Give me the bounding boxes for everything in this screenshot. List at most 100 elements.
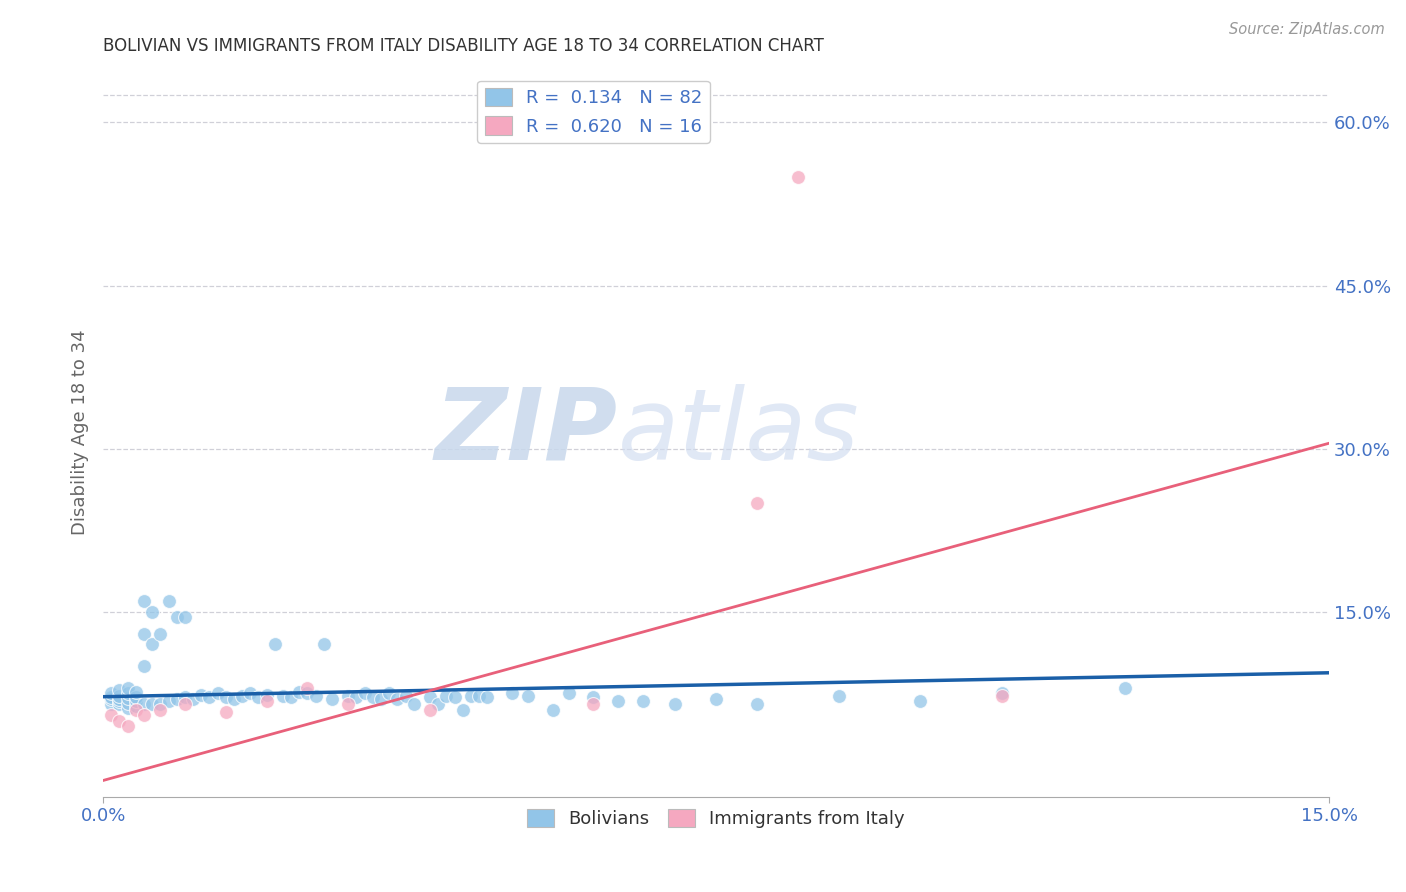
Point	[149, 626, 172, 640]
Point	[271, 689, 294, 703]
Point	[321, 692, 343, 706]
Point	[517, 689, 540, 703]
Point	[297, 681, 319, 695]
Point	[477, 690, 499, 704]
Point	[117, 700, 139, 714]
Point	[419, 690, 441, 704]
Point	[263, 638, 285, 652]
Point	[117, 719, 139, 733]
Point	[100, 698, 122, 712]
Point	[607, 694, 630, 708]
Point	[215, 705, 238, 719]
Point	[312, 638, 335, 652]
Point	[108, 689, 131, 703]
Point	[1114, 681, 1136, 695]
Point	[132, 594, 155, 608]
Point	[468, 689, 491, 703]
Point	[117, 696, 139, 710]
Point	[141, 638, 163, 652]
Point	[132, 708, 155, 723]
Point	[280, 690, 302, 704]
Point	[100, 708, 122, 723]
Point	[166, 692, 188, 706]
Point	[419, 703, 441, 717]
Point	[256, 688, 278, 702]
Point	[173, 690, 195, 704]
Point	[173, 610, 195, 624]
Point	[125, 703, 148, 717]
Text: ZIP: ZIP	[434, 384, 619, 481]
Text: atlas: atlas	[619, 384, 859, 481]
Point	[443, 690, 465, 704]
Point	[387, 692, 409, 706]
Point	[207, 686, 229, 700]
Point	[256, 694, 278, 708]
Point	[117, 681, 139, 695]
Point	[460, 689, 482, 703]
Point	[370, 692, 392, 706]
Point	[434, 689, 457, 703]
Point	[582, 698, 605, 712]
Point	[704, 692, 727, 706]
Point	[427, 698, 450, 712]
Point	[304, 689, 326, 703]
Point	[451, 703, 474, 717]
Point	[141, 698, 163, 712]
Point	[353, 686, 375, 700]
Point	[297, 686, 319, 700]
Point	[125, 685, 148, 699]
Point	[378, 686, 401, 700]
Point	[231, 689, 253, 703]
Point	[100, 690, 122, 704]
Point	[190, 688, 212, 702]
Point	[173, 698, 195, 712]
Point	[117, 690, 139, 705]
Point	[501, 686, 523, 700]
Point	[991, 686, 1014, 700]
Point	[827, 689, 849, 703]
Point	[239, 686, 262, 700]
Point	[247, 690, 270, 704]
Point	[166, 610, 188, 624]
Point	[910, 694, 932, 708]
Point	[100, 692, 122, 706]
Point	[361, 690, 384, 704]
Point	[991, 689, 1014, 703]
Point	[541, 703, 564, 717]
Point	[346, 690, 368, 704]
Point	[149, 703, 172, 717]
Point	[157, 694, 180, 708]
Point	[108, 698, 131, 712]
Y-axis label: Disability Age 18 to 34: Disability Age 18 to 34	[72, 329, 89, 535]
Point	[222, 692, 245, 706]
Point	[337, 689, 360, 703]
Text: Source: ZipAtlas.com: Source: ZipAtlas.com	[1229, 22, 1385, 37]
Point	[582, 690, 605, 704]
Point	[125, 690, 148, 704]
Point	[631, 694, 654, 708]
Point	[157, 594, 180, 608]
Point	[181, 692, 204, 706]
Point	[745, 698, 768, 712]
Point	[337, 698, 360, 712]
Point	[149, 698, 172, 712]
Point	[108, 683, 131, 698]
Point	[132, 626, 155, 640]
Point	[125, 694, 148, 708]
Point	[558, 686, 581, 700]
Point	[198, 690, 221, 704]
Point	[100, 686, 122, 700]
Text: BOLIVIAN VS IMMIGRANTS FROM ITALY DISABILITY AGE 18 TO 34 CORRELATION CHART: BOLIVIAN VS IMMIGRANTS FROM ITALY DISABI…	[103, 37, 824, 55]
Point	[108, 692, 131, 706]
Point	[745, 496, 768, 510]
Point	[132, 698, 155, 712]
Point	[786, 169, 808, 184]
Point	[141, 605, 163, 619]
Point	[288, 685, 311, 699]
Point	[215, 690, 238, 704]
Point	[402, 698, 425, 712]
Point	[394, 689, 416, 703]
Point	[125, 699, 148, 714]
Point	[108, 694, 131, 708]
Point	[117, 686, 139, 700]
